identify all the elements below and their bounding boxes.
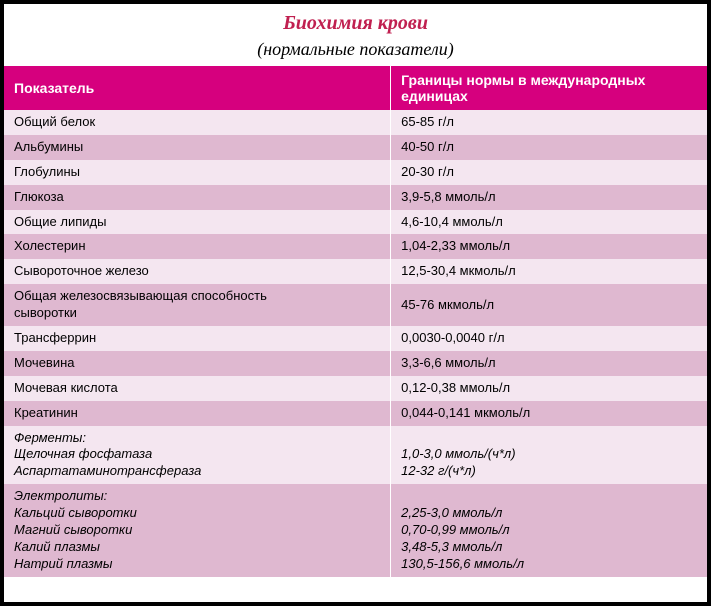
cell-value: 4,6-10,4 ммоль/л (391, 210, 707, 235)
cell-param: Холестерин (4, 234, 391, 259)
table-row: Глюкоза3,9-5,8 ммоль/л (4, 185, 707, 210)
cell-value: 12,5-30,4 мкмоль/л (391, 259, 707, 284)
cell-value: 1,04-2,33 ммоль/л (391, 234, 707, 259)
table-row: Общий белок65-85 г/л (4, 110, 707, 135)
cell-param: Общие липиды (4, 210, 391, 235)
cell-param: Креатинин (4, 401, 391, 426)
document-title: Биохимия крови (4, 4, 707, 37)
cell-param: Электролиты: Кальций сыворотки Магний сы… (4, 484, 391, 576)
cell-value: 45-76 мкмоль/л (391, 284, 707, 326)
cell-param: Глюкоза (4, 185, 391, 210)
table-row: Ферменты: Щелочная фосфатаза Аспартатами… (4, 426, 707, 485)
table-body: Общий белок65-85 г/лАльбумины40-50 г/лГл… (4, 110, 707, 577)
table-row: Альбумины40-50 г/л (4, 135, 707, 160)
cell-value: 2,25-3,0 ммоль/л 0,70-0,99 ммоль/л 3,48-… (391, 484, 707, 576)
cell-param: Глобулины (4, 160, 391, 185)
table-row: Креатинин0,044-0,141 мкмоль/л (4, 401, 707, 426)
document-frame: Биохимия крови (нормальные показатели) П… (0, 0, 711, 606)
table-row: Холестерин1,04-2,33 ммоль/л (4, 234, 707, 259)
table-row: Сывороточное железо12,5-30,4 мкмоль/л (4, 259, 707, 284)
data-table: Показатель Границы нормы в международных… (4, 66, 707, 577)
cell-param: Трансферрин (4, 326, 391, 351)
table-row: Мочевина3,3-6,6 ммоль/л (4, 351, 707, 376)
cell-value: 3,9-5,8 ммоль/л (391, 185, 707, 210)
cell-param: Общая железосвязывающая способность сыво… (4, 284, 391, 326)
column-header-param: Показатель (4, 66, 391, 110)
table-row: Мочевая кислота0,12-0,38 ммоль/л (4, 376, 707, 401)
table-row: Общие липиды4,6-10,4 ммоль/л (4, 210, 707, 235)
table-row: Глобулины20-30 г/л (4, 160, 707, 185)
cell-param: Сывороточное железо (4, 259, 391, 284)
cell-value: 3,3-6,6 ммоль/л (391, 351, 707, 376)
cell-param: Мочевина (4, 351, 391, 376)
table-row: Общая железосвязывающая способность сыво… (4, 284, 707, 326)
cell-param: Альбумины (4, 135, 391, 160)
table-header-row: Показатель Границы нормы в международных… (4, 66, 707, 110)
table-row: Электролиты: Кальций сыворотки Магний сы… (4, 484, 707, 576)
cell-param: Общий белок (4, 110, 391, 135)
cell-value: 1,0-3,0 ммоль/(ч*л) 12-32 г/(ч*л) (391, 426, 707, 485)
cell-value: 0,12-0,38 ммоль/л (391, 376, 707, 401)
table-row: Трансферрин0,0030-0,0040 г/л (4, 326, 707, 351)
document-subtitle: (нормальные показатели) (4, 37, 707, 66)
cell-value: 0,044-0,141 мкмоль/л (391, 401, 707, 426)
cell-value: 65-85 г/л (391, 110, 707, 135)
cell-param: Мочевая кислота (4, 376, 391, 401)
column-header-value: Границы нормы в международных единицах (391, 66, 707, 110)
cell-param: Ферменты: Щелочная фосфатаза Аспартатами… (4, 426, 391, 485)
cell-value: 0,0030-0,0040 г/л (391, 326, 707, 351)
cell-value: 40-50 г/л (391, 135, 707, 160)
cell-value: 20-30 г/л (391, 160, 707, 185)
